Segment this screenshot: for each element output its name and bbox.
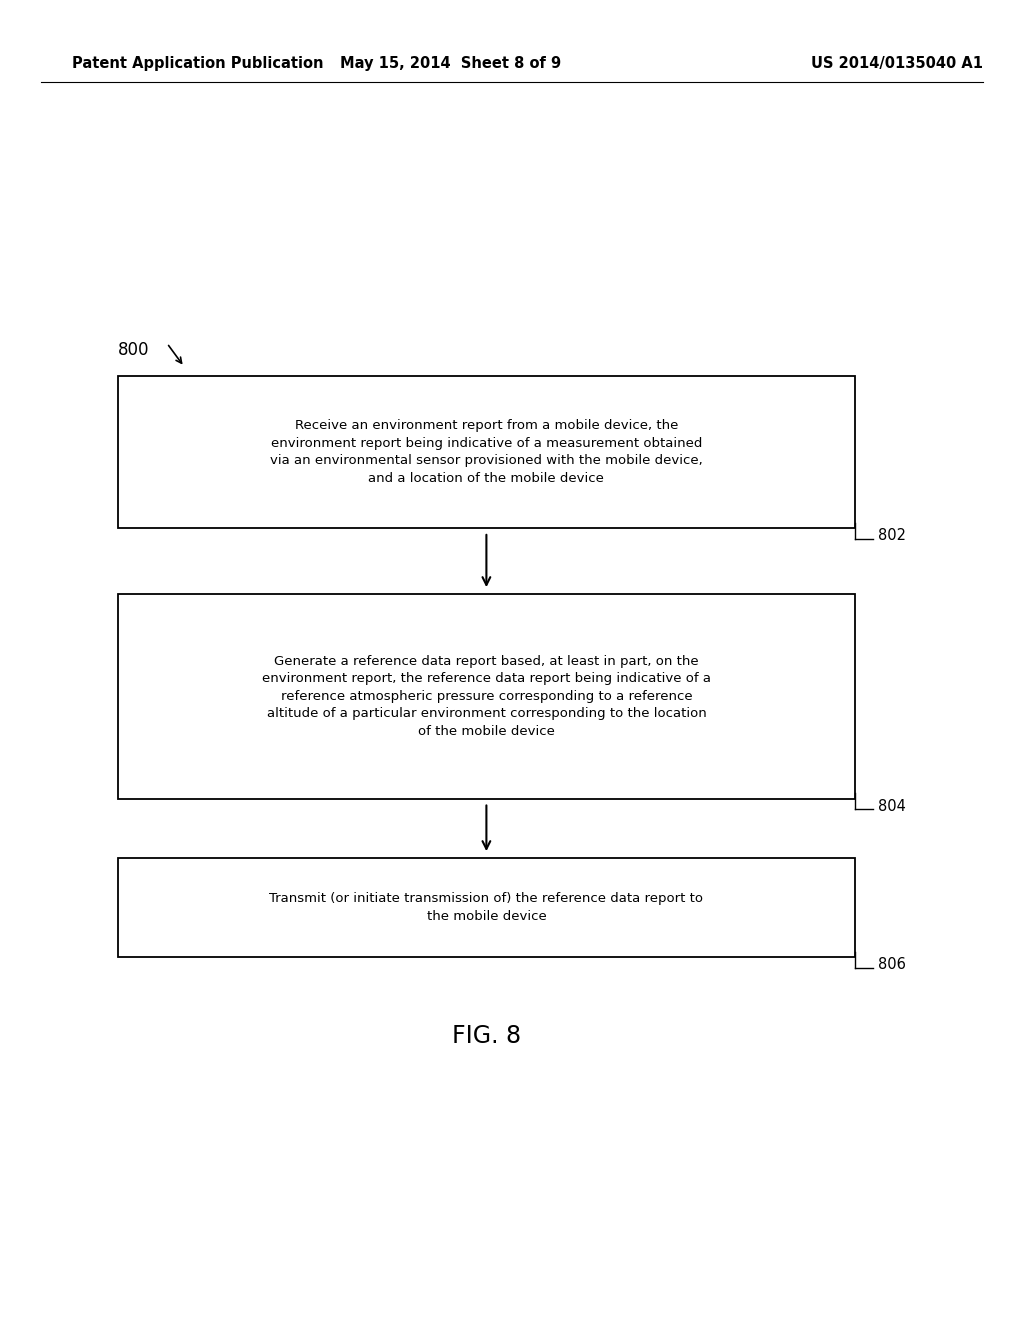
Text: FIG. 8: FIG. 8	[452, 1024, 521, 1048]
Text: 802: 802	[878, 528, 905, 544]
Text: 804: 804	[878, 799, 905, 814]
Bar	[118, 376, 855, 528]
Text: Transmit (or initiate transmission of) the reference data report to
the mobile d: Transmit (or initiate transmission of) t…	[269, 892, 703, 923]
Text: Patent Application Publication: Patent Application Publication	[72, 55, 324, 71]
Text: Receive an environment report from a mobile device, the
environment report being: Receive an environment report from a mob…	[270, 420, 702, 484]
Text: 806: 806	[878, 957, 905, 973]
Bar	[118, 594, 855, 799]
Text: US 2014/0135040 A1: US 2014/0135040 A1	[811, 55, 983, 71]
Text: 800: 800	[118, 341, 150, 359]
Bar	[118, 858, 855, 957]
Text: Generate a reference data report based, at least in part, on the
environment rep: Generate a reference data report based, …	[262, 655, 711, 738]
Text: May 15, 2014  Sheet 8 of 9: May 15, 2014 Sheet 8 of 9	[340, 55, 561, 71]
